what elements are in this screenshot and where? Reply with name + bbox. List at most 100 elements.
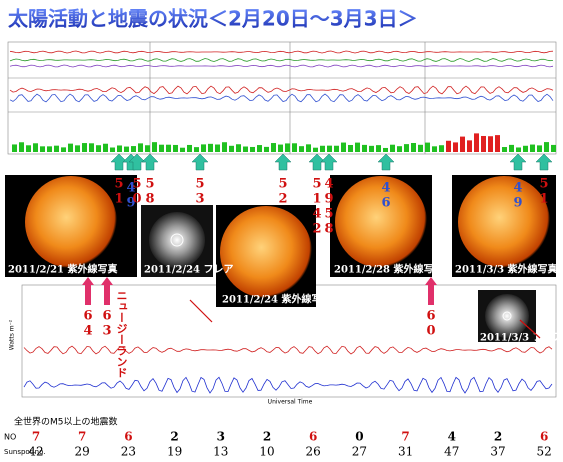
table-cell: 7 <box>78 430 86 444</box>
kp-bar <box>278 144 283 152</box>
arrow <box>141 153 159 171</box>
kp-bar <box>110 147 115 152</box>
arrow <box>308 153 326 171</box>
plot-trace <box>9 93 554 103</box>
kp-bar <box>173 144 178 152</box>
kp-bar <box>495 135 500 152</box>
table-cell: 2 <box>170 430 178 444</box>
kp-bar <box>68 143 73 152</box>
table-cell: 6 <box>124 430 132 444</box>
quake-magnitude: 5 <box>312 177 321 192</box>
photo-caption: 2011/2/28 紫外線写真 <box>334 263 444 276</box>
kp-bar <box>404 144 409 152</box>
quake-magnitude: 5 <box>132 177 141 192</box>
kp-bar <box>26 145 31 152</box>
kp-bar <box>544 142 549 152</box>
table-cell: 19 <box>167 445 182 459</box>
kp-bar <box>285 143 290 152</box>
kp-bar <box>166 144 171 152</box>
upper-plots <box>7 41 557 155</box>
kp-bar <box>313 147 318 152</box>
kp-bar <box>425 142 430 152</box>
plot-trace <box>9 64 554 68</box>
kp-bar <box>222 142 227 152</box>
quake-magnitude: 6 <box>426 309 435 324</box>
kp-bar <box>229 145 234 152</box>
kp-bar <box>271 143 276 152</box>
quake-magnitude: 5 <box>195 177 204 192</box>
table-cell: 23 <box>121 445 136 459</box>
x-axis-label: Universal Time <box>268 399 313 406</box>
kp-bar <box>467 140 472 152</box>
quake-magnitude: 9 <box>126 196 135 211</box>
title: 太陽活動と地震の状況＜2月20日～3月3日＞ <box>8 7 418 31</box>
kp-bar <box>19 142 24 152</box>
kp-bar <box>215 144 220 152</box>
quake-magnitude: 5 <box>324 207 333 222</box>
table-cell: 42 <box>28 445 43 459</box>
photo-caption: 2011/3/3 紫外線写真 <box>455 263 558 276</box>
table-cell: 7 <box>32 430 40 444</box>
table-cell: 4 <box>448 430 456 444</box>
row-label: Sunspot no. <box>4 448 45 456</box>
kp-bar <box>418 144 423 152</box>
plot-trace <box>23 376 553 394</box>
kp-bar <box>439 145 444 152</box>
kp-bar <box>61 147 66 152</box>
kp-bar <box>82 143 87 152</box>
quake-magnitude: 4 <box>312 207 321 222</box>
arrow <box>535 153 553 171</box>
plot-trace <box>9 58 554 62</box>
plot-trace <box>23 345 553 355</box>
plot-trace <box>9 50 554 54</box>
table-cell: 6 <box>309 430 317 444</box>
kp-bar <box>236 144 241 152</box>
table-cell: 13 <box>213 445 228 459</box>
table-cell: 27 <box>352 445 367 459</box>
kp-bar <box>89 143 94 152</box>
kp-bar <box>460 136 465 152</box>
kp-bar <box>530 144 535 152</box>
quake-magnitude: 6 <box>381 196 390 211</box>
quake-magnitude: 3 <box>102 324 111 339</box>
kp-bar <box>509 144 514 152</box>
kp-bar <box>33 143 38 152</box>
arrow <box>82 277 94 305</box>
quake-magnitude: 9 <box>324 192 333 207</box>
arrow <box>509 153 527 171</box>
kp-bar <box>208 143 213 152</box>
photo-caption: 2011/2/21 紫外線写真 <box>8 263 118 276</box>
table-cell: 2 <box>263 430 271 444</box>
kp-bar <box>299 146 304 152</box>
kp-bar <box>355 142 360 152</box>
quake-magnitude: 1 <box>539 192 548 207</box>
quake-magnitude: 0 <box>132 192 141 207</box>
kp-bar <box>516 147 521 152</box>
photos <box>5 175 556 342</box>
table-cell: 7 <box>401 430 409 444</box>
table-cell: 3 <box>217 430 225 444</box>
arrow <box>110 153 128 171</box>
quake-magnitude: 5 <box>145 177 154 192</box>
table-cell: 0 <box>355 430 363 444</box>
kp-bar <box>306 144 311 152</box>
kp-bar <box>138 143 143 152</box>
kp-bar <box>264 146 269 152</box>
quake-magnitude: 2 <box>278 192 287 207</box>
kp-bar <box>432 146 437 152</box>
quake-magnitude: 4 <box>324 177 333 192</box>
table-cell: 29 <box>75 445 90 459</box>
kp-bar <box>117 145 122 152</box>
table-cell: 26 <box>306 445 321 459</box>
kp-bar <box>334 145 339 152</box>
quake-magnitude: 0 <box>426 324 435 339</box>
kp-bar <box>152 142 157 152</box>
quake-magnitude: 5 <box>114 177 123 192</box>
arrow <box>191 153 209 171</box>
kp-bar <box>187 144 192 152</box>
kp-bar <box>348 144 353 152</box>
kp-bar <box>124 146 129 152</box>
kp-bar <box>488 136 493 152</box>
table-cell: 31 <box>398 445 413 459</box>
